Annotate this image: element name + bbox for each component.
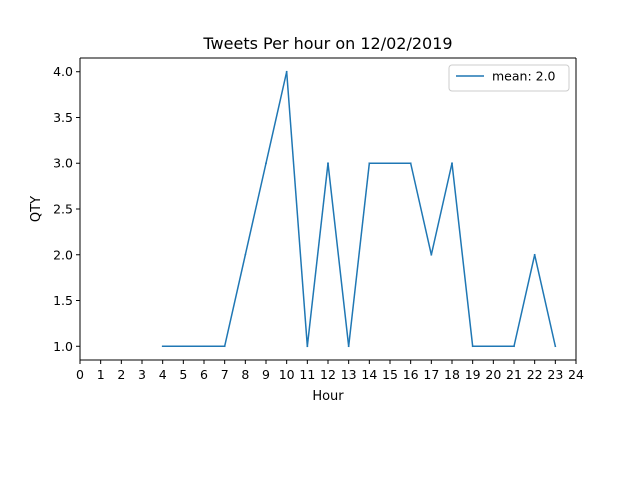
data-point [203,345,205,348]
x-tick-label: 3 [138,367,146,382]
x-tick-label: 9 [262,367,270,382]
line-segment [409,162,433,256]
line-segment [223,253,247,348]
series-line [161,70,557,348]
x-tick-label: 14 [361,367,377,382]
legend: mean: 2.0 [448,64,570,92]
line-segment [451,162,474,348]
x-tick-label: 18 [444,367,460,382]
x-tick-label: 15 [382,367,398,382]
x-tick-label: 16 [403,367,419,382]
data-point [513,345,515,348]
chart-title: Tweets Per hour on 12/02/2019 [202,34,452,53]
y-tick-label: 1.0 [53,339,73,354]
data-point [265,162,267,164]
data-point [306,345,309,348]
y-tick-label: 2.5 [53,202,73,217]
series-layer [161,70,557,348]
data-point [533,254,536,256]
x-axis-ticks: 0 1 2 3 4 5 6 7 8 9 10 11 12 13 14 15 16 17 18 19 20 21 22 23 24 [76,360,584,382]
legend-label: mean: 2.0 [492,69,556,84]
plot-frame [79,57,577,361]
legend-box [448,64,570,92]
data-point [430,254,433,256]
y-axis-label: QTY [29,196,44,222]
data-point [389,162,391,164]
line-segment [306,162,329,348]
y-tick-label: 3.5 [53,110,73,125]
data-point [492,345,495,348]
y-tick-label: 4.0 [53,64,73,79]
line-segment [513,253,536,348]
line-segment [265,70,288,165]
x-tick-label: 22 [527,367,543,382]
x-tick-label: 19 [465,367,481,382]
plot-area [80,58,576,360]
line-segment [244,162,267,256]
line-segment [430,162,453,256]
y-tick-label: 3.0 [53,156,73,171]
data-point [327,162,329,164]
data-point [409,162,412,164]
x-tick-label: 4 [159,367,167,382]
x-tick-label: 0 [76,367,84,382]
x-tick-label: 20 [485,367,501,382]
x-tick-label: 11 [299,367,315,382]
data-point [347,345,350,348]
x-tick-label: 8 [241,367,249,382]
data-point [161,345,164,348]
line-segment [347,162,371,348]
y-axis-ticks: 1.0 1.5 2.0 2.5 3.0 3.5 4.0 [53,64,80,354]
data-point [223,345,226,348]
data-point [368,162,371,164]
data-point [182,345,185,348]
x-tick-label: 5 [179,367,187,382]
data-point [451,162,453,164]
x-tick-label: 23 [547,367,563,382]
x-tick-label: 1 [97,367,105,382]
x-tick-label: 10 [279,367,295,382]
x-tick-label: 13 [341,367,357,382]
x-tick-label: 7 [221,367,229,382]
x-axis-label: Hour [312,389,344,404]
line-segment [285,70,309,348]
x-tick-label: 6 [200,367,208,382]
y-tick-label: 2.0 [53,247,73,262]
x-tick-label: 17 [423,367,439,382]
x-tick-label: 2 [117,367,125,382]
line-segment [327,162,350,348]
data-point [244,254,247,256]
x-tick-label: 24 [568,367,584,382]
line-segment [533,253,557,348]
x-tick-label: 21 [506,367,522,382]
y-tick-label: 1.5 [53,293,73,308]
data-point [285,70,288,73]
data-point [471,345,474,348]
data-point [554,345,557,348]
x-tick-label: 12 [320,367,336,382]
